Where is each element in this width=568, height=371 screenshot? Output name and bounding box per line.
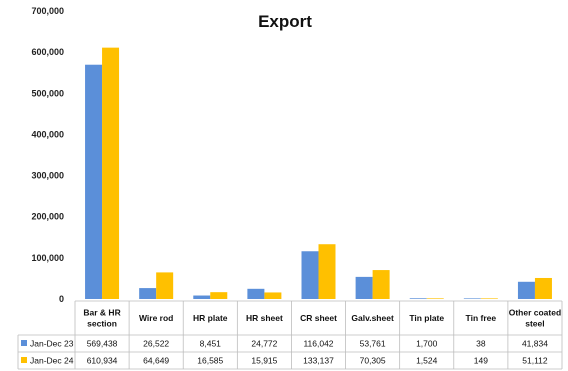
y-tick-label: 600,000 bbox=[31, 47, 64, 57]
x-tick-label: Other coated bbox=[509, 308, 561, 318]
bar bbox=[156, 272, 174, 299]
bar bbox=[247, 288, 265, 299]
x-tick-label: CR sheet bbox=[300, 313, 337, 323]
bar bbox=[85, 64, 103, 299]
y-tick-label: 500,000 bbox=[31, 88, 64, 98]
y-tick-label: 400,000 bbox=[31, 129, 64, 139]
bar bbox=[102, 47, 120, 299]
bar bbox=[318, 244, 336, 299]
y-tick-label: 200,000 bbox=[31, 212, 64, 222]
data-label: 38 bbox=[476, 339, 486, 349]
legend-swatch bbox=[21, 340, 27, 346]
bar bbox=[264, 292, 282, 299]
y-tick-label: 700,000 bbox=[31, 6, 64, 16]
x-tick-label: Wire rod bbox=[139, 313, 173, 323]
bar bbox=[372, 270, 390, 299]
bar bbox=[409, 298, 427, 299]
bar bbox=[534, 277, 552, 299]
data-label: 1,524 bbox=[416, 356, 438, 366]
bar bbox=[301, 251, 319, 299]
data-label: 116,042 bbox=[303, 339, 333, 349]
bar bbox=[355, 276, 373, 299]
bar bbox=[463, 298, 481, 299]
y-tick-label: 300,000 bbox=[31, 171, 64, 181]
y-tick-label: 0 bbox=[59, 294, 64, 304]
x-tick-label: Tin plate bbox=[409, 313, 444, 323]
data-label: 24,772 bbox=[251, 339, 277, 349]
data-label: 70,305 bbox=[360, 356, 386, 366]
chart-title: Export bbox=[258, 12, 312, 31]
data-label: 149 bbox=[474, 356, 488, 366]
x-tick-label: Tin free bbox=[466, 313, 497, 323]
data-label: 8,451 bbox=[200, 339, 222, 349]
x-tick-label: Galv.sheet bbox=[351, 313, 394, 323]
data-label: 41,834 bbox=[522, 339, 548, 349]
bar bbox=[139, 288, 157, 299]
y-tick-label: 100,000 bbox=[31, 253, 64, 263]
x-tick-label: HR plate bbox=[193, 313, 228, 323]
bar-series bbox=[85, 47, 552, 299]
bar bbox=[426, 298, 444, 299]
legend-label: Jan-Dec 24 bbox=[30, 356, 74, 366]
bar bbox=[210, 292, 228, 299]
x-tick-label: Bar & HR bbox=[83, 308, 120, 318]
data-label: 15,915 bbox=[251, 356, 277, 366]
legend-swatch bbox=[21, 357, 27, 363]
bar bbox=[193, 295, 211, 299]
data-label: 26,522 bbox=[143, 339, 169, 349]
data-label: 16,585 bbox=[197, 356, 223, 366]
data-label: 64,649 bbox=[143, 356, 169, 366]
data-label: 133,137 bbox=[303, 356, 334, 366]
x-tick-label: steel bbox=[525, 319, 544, 329]
legend-label: Jan-Dec 23 bbox=[30, 339, 74, 349]
data-label: 569,438 bbox=[87, 339, 118, 349]
data-label: 610,934 bbox=[87, 356, 118, 366]
data-label: 53,761 bbox=[360, 339, 386, 349]
x-tick-label: HR sheet bbox=[246, 313, 283, 323]
data-label: 51,112 bbox=[522, 356, 548, 366]
bar bbox=[480, 298, 498, 299]
bar bbox=[517, 281, 535, 299]
y-axis: 0 100,000 200,000 300,000 400,000 500,000 600,… bbox=[31, 6, 64, 304]
x-tick-label: section bbox=[87, 319, 117, 329]
data-label: 1,700 bbox=[416, 339, 438, 349]
